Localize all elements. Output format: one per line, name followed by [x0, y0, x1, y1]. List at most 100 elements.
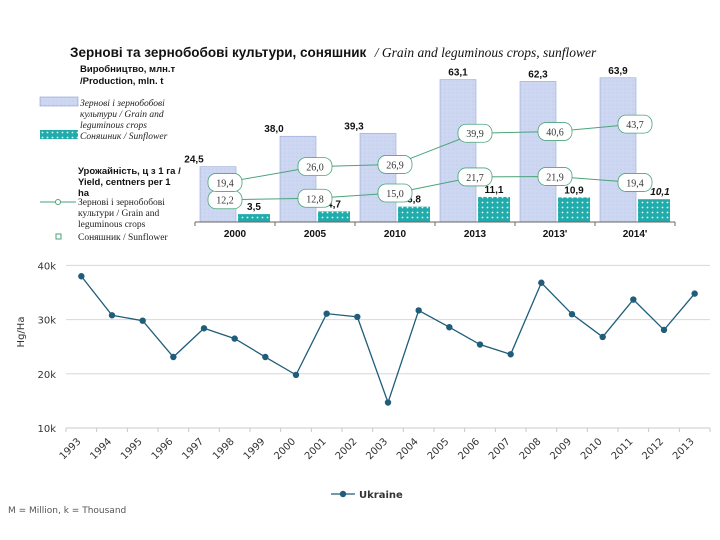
- x-tick-label: 2006: [456, 436, 482, 462]
- legend-label-grain-yield: Зернові і зернобобові: [78, 197, 165, 208]
- bar-grain: [439, 79, 477, 223]
- x-tick-label: 2011: [610, 436, 636, 462]
- x-tick-label: 2003: [364, 436, 390, 462]
- data-point: [660, 326, 668, 334]
- x-tick-label: 1996: [150, 436, 176, 462]
- legend-label-ukraine: Ukraine: [359, 490, 403, 501]
- category-label: 2005: [304, 229, 327, 240]
- bar-sunflower: [238, 214, 270, 222]
- grain-yield-label: 26,9: [386, 160, 404, 171]
- bar-grain: [599, 77, 637, 223]
- sunflower-yield-label-box: [537, 167, 573, 186]
- bar-label-sunflower: 10,9: [564, 185, 584, 196]
- grain-yield-label: 39,9: [466, 129, 484, 140]
- data-point: [630, 296, 637, 303]
- legend-swatch-grain: [39, 96, 79, 107]
- yield-lines-layer: 12,2 12,8 15,0 21,7 21,9 19,4 19,4 26,0 26,9 39,9…: [207, 114, 653, 210]
- data-point: [446, 324, 453, 331]
- data-point: [476, 341, 484, 348]
- data-point: [323, 310, 330, 317]
- bar-sunflower: [478, 196, 510, 222]
- x-tick-label: 1993: [58, 436, 84, 462]
- yield-heading-line: ha: [78, 188, 90, 199]
- bar-grain: [519, 81, 557, 223]
- grain-yield-label-box: [457, 123, 493, 143]
- data-point: [200, 325, 208, 332]
- data-point: [691, 290, 698, 297]
- bar-label-grain: 38,0: [264, 124, 284, 135]
- x-tick-label: 2009: [548, 436, 574, 462]
- x-tick-label: 2001: [303, 436, 329, 462]
- bar-label-sunflower: 10,1: [650, 187, 670, 198]
- y-tick-label: 40k: [37, 261, 56, 272]
- bar-label-sunflower: 6,8: [407, 195, 421, 206]
- bar-sunflower: [398, 206, 430, 222]
- data-point: [384, 399, 392, 406]
- x-tick-label: 1994: [88, 436, 114, 462]
- footnote: M = Million, k = Thousand: [8, 506, 127, 516]
- sunflower-yield-label: 12,8: [306, 194, 324, 205]
- ukraine-series: [78, 273, 698, 406]
- legend-label-grain-yield: leguminous crops: [78, 220, 146, 230]
- sunflower-yield-label: 21,9: [546, 172, 564, 183]
- data-point: [568, 310, 576, 318]
- legend-label-grain: культури / Grain and: [80, 110, 164, 120]
- legend-label-sunflower-yield: Соняшник / Sunflower: [78, 232, 168, 243]
- x-tick-label: 2008: [518, 436, 544, 462]
- chart-legend[interactable]: Ukraine: [331, 490, 403, 501]
- legend-marker-sunflower-yield: [55, 233, 62, 240]
- x-tick-label: 1998: [211, 436, 237, 462]
- grain-yield-label-box: [207, 173, 243, 192]
- production-heading-line1: Виробництво, млн.т: [80, 64, 175, 75]
- bar-label-grain: 39,3: [344, 121, 364, 132]
- data-point: [599, 333, 606, 341]
- sunflower-yield-label-box: [457, 167, 493, 187]
- data-point: [170, 353, 177, 361]
- bar-label-grain: 63,1: [448, 68, 468, 79]
- x-tick-label: 2000: [272, 436, 298, 462]
- grain-yield-label: 40,6: [546, 128, 564, 139]
- x-tick-label: 2013: [671, 436, 697, 462]
- bar-sunflower: [318, 211, 350, 222]
- legend-label-grain: Зернові і зернобобові: [80, 98, 165, 109]
- bars-layer: 24,5 3,5 38,0 4,7 39,3 6,8 63,1 11,1 62,3 10,9 63,…: [184, 66, 670, 223]
- data-point: [139, 317, 146, 324]
- bar-label-sunflower: 3,5: [247, 202, 261, 213]
- y-tick-label: 20k: [37, 370, 56, 381]
- bar-sunflower: [558, 197, 590, 222]
- legend-label-grain-yield: культури / Grain and: [78, 209, 159, 219]
- category-axis: 2000 2005 2010 2013 2013' 2014': [194, 221, 676, 240]
- sunflower-yield-label-box: [617, 173, 653, 192]
- data-point: [354, 313, 361, 321]
- bar-label-grain: 63,9: [608, 66, 628, 77]
- bar-label-grain: 24,5: [184, 155, 204, 166]
- legend-marker-grain-yield: [55, 199, 61, 205]
- x-axis: 1993 1994 1995 1996 1997 1998 1999 2000 2001 2002…: [58, 427, 711, 462]
- bar-label-sunflower: 4,7: [327, 199, 341, 210]
- sunflower-yield-label-box: [377, 183, 413, 203]
- grain-yield-label-box: [537, 122, 573, 141]
- y-axis: 10k 20k 30k 40k: [37, 261, 56, 435]
- bar-grain: [359, 132, 397, 223]
- y-axis-title: Hg/Ha: [16, 317, 27, 348]
- legend-label-grain: leguminous crops: [80, 121, 147, 131]
- sunflower-yield-label: 12,2: [216, 196, 234, 207]
- x-tick-label: 1995: [119, 436, 145, 462]
- x-tick-label: 1997: [180, 436, 206, 462]
- legend-swatch-sunflower: [40, 130, 78, 139]
- yield-heading-line: Yield, centners per 1: [78, 177, 171, 188]
- sunflower-yield-label: 21,7: [466, 173, 484, 184]
- y-tick-label: 30k: [37, 316, 56, 327]
- x-tick-label: 2007: [487, 436, 513, 462]
- grain-yield-label-box: [617, 114, 653, 134]
- x-tick-label: 2005: [426, 436, 452, 462]
- data-point: [108, 312, 116, 319]
- yield-heading-line: Урожайність, ц з 1 га /: [78, 166, 181, 177]
- bar-grain: [279, 135, 317, 223]
- grain-yield-label-box: [377, 155, 413, 174]
- data-point: [262, 353, 269, 361]
- legend-label-sunflower: Соняшник / Sunflower: [80, 131, 168, 142]
- production-chart: Зернові та зернобобові культури, соняшни…: [39, 45, 676, 243]
